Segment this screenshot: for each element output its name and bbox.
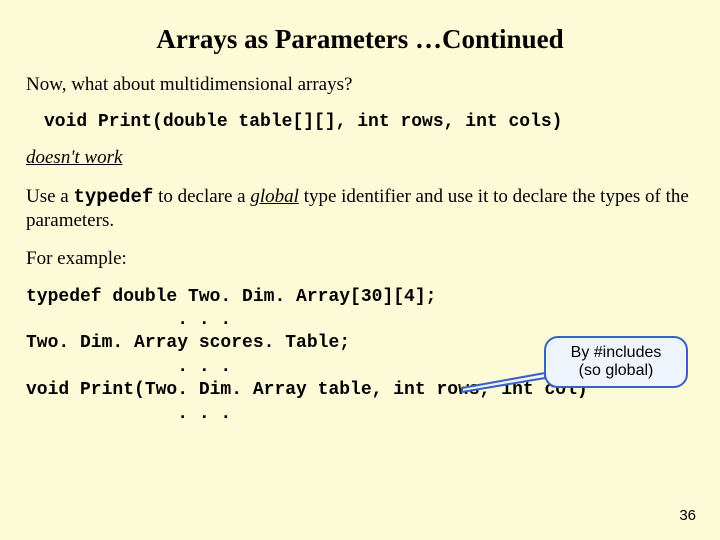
typedef-keyword: typedef	[73, 186, 153, 208]
typedef-paragraph: Use a typedef to declare a global type i…	[26, 185, 694, 234]
callout-line-1: By #includes	[546, 344, 686, 362]
callout-line-2: (so global)	[546, 362, 686, 380]
slide-title: Arrays as Parameters …Continued	[0, 0, 720, 73]
global-word: global	[250, 186, 299, 207]
code-line-5: void Print(Two. Dim. Array table, int ro…	[26, 380, 588, 400]
doesnt-work-note: doesn't work	[26, 146, 694, 170]
for-example-label: For example:	[26, 247, 694, 271]
typedef-pre: Use a	[26, 186, 73, 207]
page-number: 36	[679, 507, 696, 524]
typedef-mid: to declare a	[153, 186, 250, 207]
code-line-3: Two. Dim. Array scores. Table;	[26, 333, 350, 353]
code-line-1: typedef double Two. Dim. Array[30][4];	[26, 287, 436, 307]
code-line-2: . . .	[26, 310, 231, 330]
intro-text: Now, what about multidimensional arrays?	[26, 73, 694, 97]
bad-signature-code: void Print(double table[][], int rows, i…	[44, 111, 694, 134]
callout-bubble: By #includes (so global)	[544, 336, 688, 388]
code-line-4: . . .	[26, 357, 231, 377]
code-line-6: . . .	[26, 404, 231, 424]
